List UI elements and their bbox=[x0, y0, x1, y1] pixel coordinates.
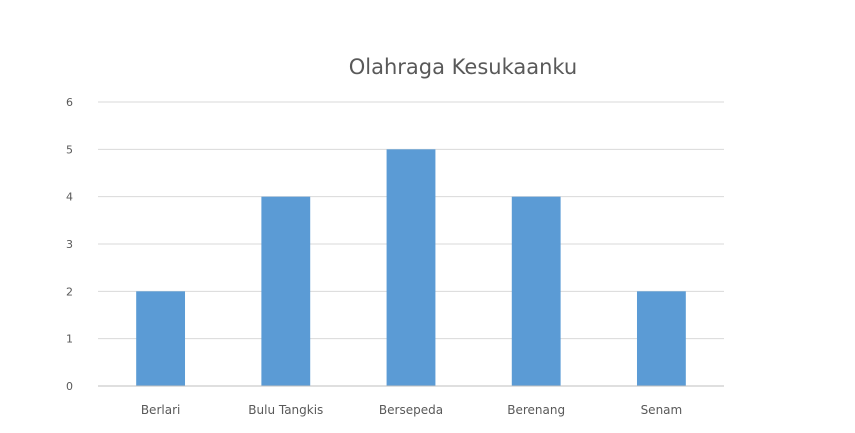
y-tick-label: 1 bbox=[66, 333, 73, 346]
bar-bulu-tangkis bbox=[261, 196, 311, 386]
y-tick-label: 6 bbox=[66, 96, 73, 109]
x-tick-label: Bersepeda bbox=[379, 403, 443, 417]
y-axis-ticks: 0 1 2 3 4 5 6 bbox=[66, 96, 73, 393]
y-tick-label: 0 bbox=[66, 380, 73, 393]
x-tick-label: Bulu Tangkis bbox=[248, 403, 323, 417]
bar-berlari bbox=[136, 291, 186, 386]
bars bbox=[136, 149, 686, 386]
y-tick-label: 4 bbox=[66, 191, 73, 204]
x-tick-label: Berlari bbox=[141, 403, 181, 417]
bar-berenang bbox=[511, 196, 561, 386]
bar-senam bbox=[636, 291, 686, 386]
y-tick-label: 3 bbox=[66, 238, 73, 251]
y-tick-label: 5 bbox=[66, 143, 73, 156]
chart-title: Olahraga Kesukaanku bbox=[349, 55, 577, 79]
x-tick-label: Senam bbox=[641, 403, 683, 417]
x-tick-label: Berenang bbox=[507, 403, 565, 417]
x-axis-labels: Berlari Bulu Tangkis Bersepeda Berenang Sena… bbox=[141, 403, 682, 417]
y-tick-label: 2 bbox=[66, 285, 73, 298]
bar-bersepeda bbox=[386, 149, 436, 386]
